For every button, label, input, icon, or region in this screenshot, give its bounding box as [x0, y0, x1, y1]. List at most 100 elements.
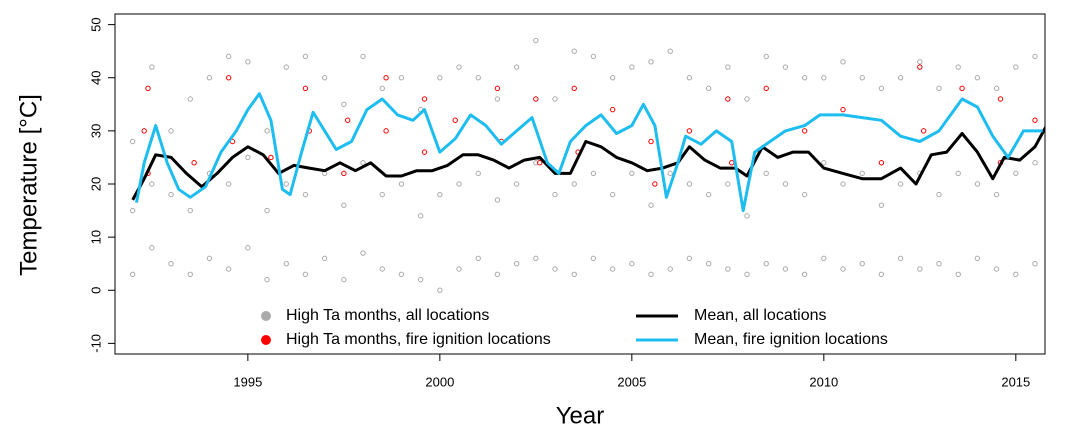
data-point [705, 191, 712, 198]
data-point [1013, 170, 1019, 177]
data-point [917, 266, 923, 272]
data-point [974, 181, 981, 187]
plot-frame [114, 13, 1046, 355]
legend-label: Mean, all locations [694, 307, 827, 324]
data-point [283, 64, 289, 70]
data-point [725, 64, 731, 70]
data-point [379, 85, 385, 92]
data-point [725, 266, 731, 272]
x-tick-label: 2010 [809, 374, 838, 389]
data-point [1032, 260, 1038, 267]
data-point [1013, 271, 1019, 278]
data-point [421, 149, 428, 155]
data-point [344, 117, 351, 123]
data-point [609, 191, 616, 198]
data-point [571, 271, 577, 278]
data-point [763, 260, 769, 267]
data-point [1032, 53, 1038, 60]
data-point [302, 271, 309, 278]
data-point [168, 128, 174, 134]
data-point [763, 170, 769, 177]
data-point [859, 260, 865, 267]
data-point [590, 170, 597, 177]
data-point [744, 96, 750, 102]
data-point [437, 75, 443, 81]
data-point [302, 85, 309, 92]
data-point [513, 260, 520, 267]
data-point [728, 160, 735, 166]
data-point [321, 255, 328, 262]
data-point [129, 271, 136, 278]
data-point [360, 53, 366, 60]
y-tick-label: 10 [88, 230, 103, 244]
data-point [629, 260, 635, 267]
data-point [283, 260, 289, 267]
data-point [571, 85, 577, 92]
x-tick-label: 2015 [1001, 374, 1030, 389]
data-point [920, 128, 927, 134]
data-point [821, 75, 827, 81]
data-point [725, 181, 731, 187]
y-tick-label: 40 [88, 71, 103, 85]
y-tick-label: 20 [88, 177, 103, 191]
data-point [268, 154, 274, 161]
x-tick-label: 2000 [425, 374, 454, 389]
data-point [801, 271, 808, 278]
data-point [417, 276, 424, 283]
legend-label: High Ta months, all locations [286, 307, 489, 324]
data-point [552, 191, 558, 198]
data-point [341, 202, 347, 208]
data-point [141, 128, 147, 134]
data-point [533, 160, 539, 166]
data-point [245, 245, 251, 251]
data-point [667, 266, 673, 272]
data-point [1032, 160, 1038, 166]
data-point [629, 170, 635, 177]
data-point [456, 181, 462, 187]
data-point [609, 75, 616, 81]
data-point [149, 181, 155, 187]
data-point [590, 53, 597, 60]
data-point [997, 96, 1004, 102]
data-point [145, 85, 151, 92]
data-point [878, 160, 885, 166]
legend-symbol [261, 311, 271, 321]
data-point [533, 255, 539, 262]
data-point [225, 266, 232, 272]
data-point [590, 255, 597, 262]
data-point [225, 53, 232, 60]
data-point [609, 106, 616, 113]
data-point [302, 191, 309, 198]
data-point [897, 255, 904, 262]
data-point [475, 255, 481, 262]
data-point [859, 170, 865, 177]
data-point [383, 75, 389, 81]
data-point [302, 53, 309, 60]
data-point [552, 96, 558, 102]
data-point [341, 101, 347, 108]
mean-line [131, 125, 1045, 201]
data-point [379, 266, 385, 272]
data-point [763, 85, 769, 92]
data-point [936, 85, 942, 92]
data-point [437, 191, 443, 198]
data-point [955, 170, 961, 177]
y-tick-label: -10 [88, 334, 103, 353]
data-point [840, 181, 846, 187]
data-point [821, 160, 827, 166]
data-point [648, 138, 654, 145]
data-point [360, 160, 366, 166]
y-tick-label: 0 [88, 287, 103, 294]
data-point [321, 75, 328, 81]
data-point [609, 266, 616, 272]
data-point [648, 59, 654, 65]
data-point [571, 48, 577, 54]
data-point [341, 276, 347, 283]
data-point [840, 59, 846, 65]
data-point [206, 255, 213, 262]
legend-label: Mean, fire ignition locations [694, 331, 888, 348]
data-point [840, 266, 846, 272]
data-point [494, 197, 501, 203]
data-point [686, 128, 693, 134]
data-point [475, 170, 481, 177]
